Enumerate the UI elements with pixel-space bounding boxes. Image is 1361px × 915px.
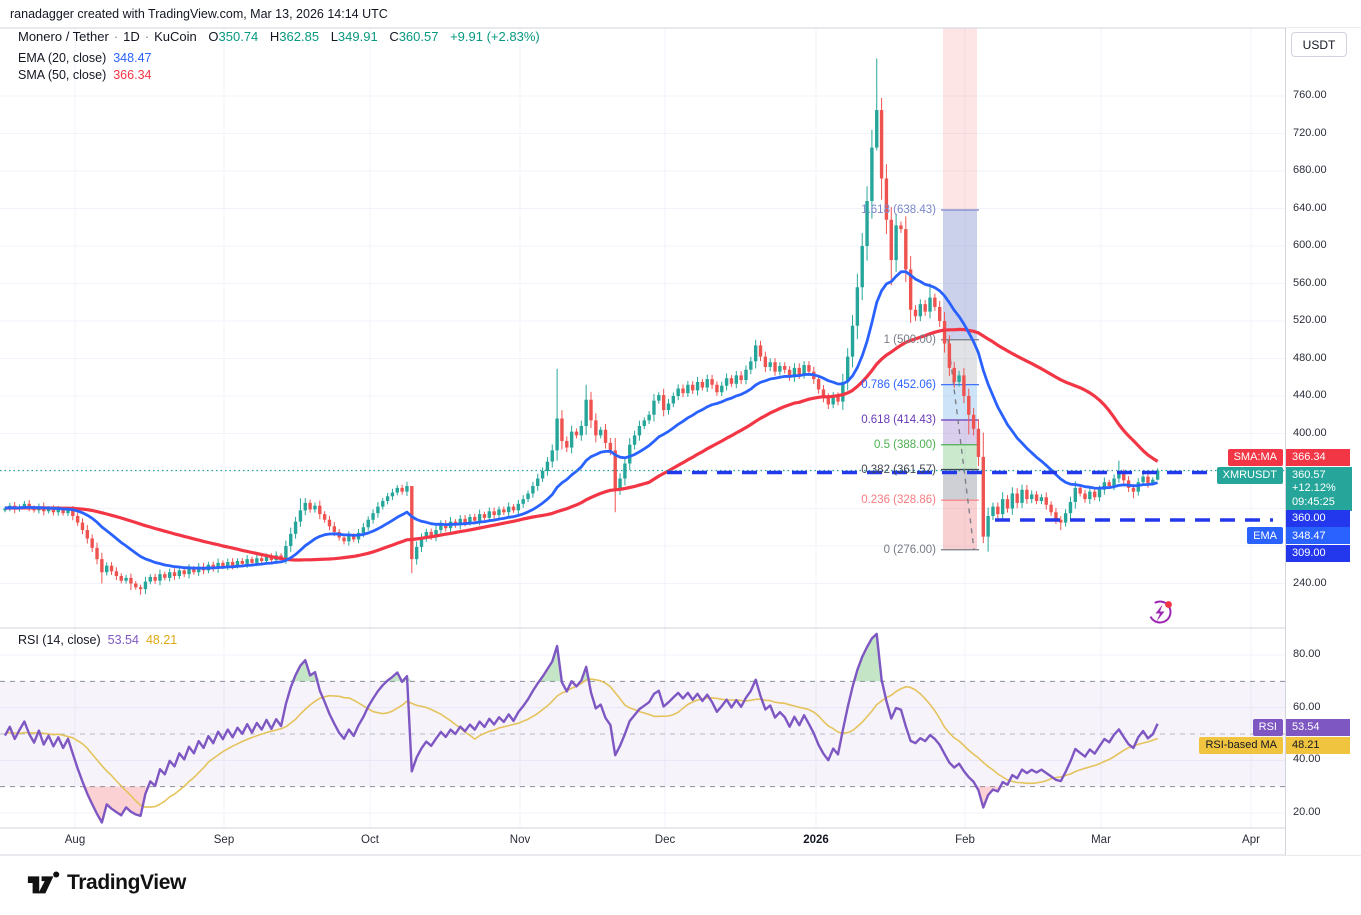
time-label-Nov[interactable]: Nov	[509, 834, 531, 846]
sma-legend-row[interactable]: SMA (50, close) 366.34	[18, 68, 151, 82]
price-tick-440.00: 440.00	[1293, 389, 1327, 401]
rsi-axis-tag: RSI	[1252, 718, 1283, 736]
symbol-axis-tag: XMRUSDT	[1216, 466, 1283, 484]
price-tick-560.00: 560.00	[1293, 276, 1327, 289]
last-price-change: +12.12%	[1292, 482, 1336, 494]
pane-frame	[0, 27, 1361, 856]
fib-label-1.618[interactable]: 1.618 (638.43)	[861, 203, 936, 216]
rsi-tick-80.00: 80.00	[1293, 648, 1321, 660]
rsi-based-ma-line[interactable]	[4, 678, 1158, 808]
time-label-Dec[interactable]: Dec	[654, 834, 676, 846]
tradingview-logo[interactable]: TradingView	[26, 869, 186, 897]
attribution-text: ranadagger created with TradingView.com,…	[10, 7, 388, 21]
fib-label-0[interactable]: 0 (276.00)	[883, 543, 936, 556]
rsi-value: 53.54	[107, 633, 139, 647]
sma-axis-value: 366.34	[1286, 448, 1350, 466]
legend-separator: ·	[144, 29, 150, 44]
interval-label: 1D	[123, 29, 140, 44]
open-value: 350.74	[218, 29, 259, 44]
tradingview-logo-icon	[27, 871, 60, 894]
rsi-line[interactable]	[3, 632, 1159, 824]
rsi-tick-60.00: 60.00	[1293, 700, 1321, 713]
ema-axis-tag: EMA	[1247, 527, 1283, 544]
price-tick-680.00: 680.00	[1293, 164, 1327, 176]
rsi-ma-axis-value: 48.21	[1286, 736, 1350, 754]
last-price-axis-label: 360.57 +12.12% 09:45:25	[1286, 466, 1352, 511]
time-label-Mar[interactable]: Mar	[1091, 834, 1111, 846]
price-tick-520.00: 520.00	[1293, 314, 1327, 326]
ema-axis-value: 348.47	[1286, 527, 1350, 544]
time-label-Sep[interactable]: Sep	[213, 834, 235, 846]
fib-label-0.236[interactable]: 0.236 (328.86)	[861, 494, 936, 507]
fib-label-0.382[interactable]: 0.382 (361.57)	[861, 463, 936, 476]
sma-label: SMA (50, close)	[18, 68, 107, 82]
sma-axis-tag: SMA:MA	[1227, 448, 1283, 466]
rsi-label: RSI (14, close)	[18, 633, 101, 647]
time-label-Oct[interactable]: Oct	[361, 834, 379, 846]
fib-label-0.786[interactable]: 0.786 (452.06)	[861, 378, 936, 391]
price-tick-720.00: 720.00	[1293, 126, 1327, 139]
rsi-tick-20.00: 20.00	[1293, 805, 1321, 818]
ema-20-line[interactable]	[4, 270, 1158, 570]
rsi-overbought-fill	[5, 633, 1158, 682]
low-value: 349.91	[337, 29, 378, 44]
fib-label-0.5[interactable]: 0.5 (388.00)	[873, 438, 936, 451]
rsi-axis-value: 53.54	[1286, 718, 1350, 736]
ema-legend-row[interactable]: EMA (20, close) 348.47	[18, 51, 151, 65]
tradingview-logo-text: TradingView	[67, 871, 186, 894]
rsi-ma-value: 48.21	[145, 633, 178, 647]
ema-value: 348.47	[113, 51, 152, 65]
price-tick-760.00: 760.00	[1293, 89, 1327, 101]
ema-label: EMA (20, close)	[18, 51, 107, 65]
fib-label-1[interactable]: 1 (500.00)	[883, 333, 936, 346]
rsi-band	[0, 680, 1285, 788]
time-label-Apr[interactable]: Apr	[1242, 834, 1260, 846]
close-value: 360.57	[398, 29, 439, 44]
close-key: C	[389, 29, 399, 44]
last-price-value: 360.57	[1292, 468, 1326, 481]
currency-toggle-button[interactable]: USDT	[1291, 32, 1347, 57]
time-label-Aug[interactable]: Aug	[64, 834, 86, 846]
sma-value: 366.34	[113, 68, 152, 82]
price-tick-640.00: 640.00	[1293, 201, 1327, 214]
rsi-ma-axis-tag: RSI-based MA	[1199, 736, 1283, 754]
rsi-legend-row[interactable]: RSI (14, close) 53.54 48.21	[18, 633, 177, 647]
price-tick-480.00: 480.00	[1293, 351, 1327, 364]
price-axis[interactable]	[1285, 28, 1361, 855]
legend-separator: ·	[113, 29, 119, 44]
price-tick-400.00: 400.00	[1293, 426, 1327, 439]
symbol-legend-row[interactable]: Monero / Tether · 1D · KuCoin O350.74 H362.8…	[18, 29, 540, 44]
time-label-2026[interactable]: 2026	[803, 834, 829, 846]
rsi-oversold-fill	[5, 786, 1158, 823]
change-value: +9.91 (+2.83%)	[450, 29, 540, 44]
fib-retracement[interactable]	[941, 28, 979, 551]
low-key: L	[330, 29, 338, 44]
symbol-title: Monero / Tether	[18, 29, 109, 44]
rsi-tick-40.00: 40.00	[1293, 753, 1321, 766]
fib-label-0.618[interactable]: 0.618 (414.43)	[861, 413, 936, 426]
boost-flash-icon[interactable]	[1146, 598, 1175, 627]
bar-countdown: 09:45:25	[1292, 495, 1335, 508]
hline-360-axis-label: 360.00	[1286, 509, 1350, 527]
candlestick-series[interactable]	[3, 58, 1160, 595]
high-value: 362.85	[279, 29, 320, 44]
gridlines	[0, 28, 1285, 828]
hline-309-axis-label: 309.00	[1286, 544, 1350, 562]
time-label-Feb[interactable]: Feb	[955, 834, 975, 846]
price-tick-600.00: 600.00	[1293, 239, 1327, 251]
open-key: O	[208, 29, 219, 44]
price-tick-240.00: 240.00	[1293, 576, 1327, 589]
sma-50-line[interactable]	[5, 327, 1159, 562]
high-key: H	[269, 29, 280, 44]
exchange-label: KuCoin	[154, 29, 197, 44]
